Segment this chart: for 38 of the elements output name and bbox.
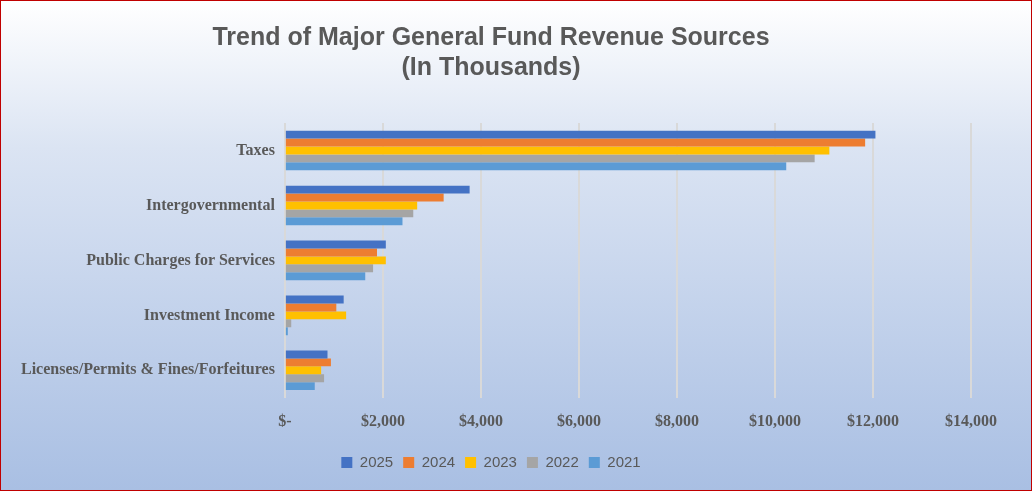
chart-title: Trend of Major General Fund Revenue Sources (In Thousands) [212,21,770,80]
y-tick-label: Intergovernmental [146,195,276,214]
bar [285,319,292,328]
bar [285,209,414,218]
x-tick-label: $2,000 [360,411,405,429]
bar [285,138,866,147]
x-tick-label: $4,000 [458,411,503,429]
bar [285,185,470,194]
bar [285,130,876,139]
x-tick-label: $14,000 [945,411,997,429]
bar [285,240,386,249]
x-tick-label: $6,000 [556,411,601,429]
legend-label: 2022 [545,452,579,470]
y-tick-label: Licenses/Permits & Fines/Forfeitures [21,360,275,378]
bar [285,303,337,312]
bar [285,217,403,226]
legend-label: 2021 [607,452,641,470]
bar [285,272,366,281]
bar [285,366,322,375]
x-tick-label: $8,000 [654,411,699,429]
bar [285,311,347,320]
bar [285,256,386,265]
x-tick-label: $- [278,411,292,429]
x-tick-label: $12,000 [846,411,899,429]
legend-label: 2024 [421,452,456,470]
bar [285,154,815,163]
y-tick-label: Taxes [236,140,275,158]
y-tick-label: Investment Income [143,305,275,323]
bar [285,264,374,273]
y-tick-label: Public Charges for Services [86,250,275,269]
bar [285,162,787,171]
legend-label: 2023 [483,452,517,470]
bar [285,358,331,367]
bar [285,382,315,391]
legend-label: 2025 [359,452,394,470]
bar [285,374,325,383]
bar [285,201,418,210]
x-tick-label: $10,000 [748,411,801,429]
